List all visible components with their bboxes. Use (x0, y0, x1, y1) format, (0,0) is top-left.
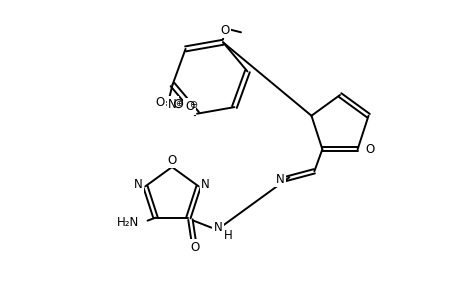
Text: N: N (213, 221, 222, 234)
Text: H: H (224, 229, 232, 242)
Text: O: O (185, 100, 194, 113)
Text: N: N (275, 173, 284, 186)
Text: N: N (168, 98, 177, 111)
Text: O: O (167, 154, 176, 166)
Text: H₂N: H₂N (117, 216, 139, 229)
Text: ⊖: ⊖ (189, 100, 197, 110)
Text: O: O (364, 143, 374, 156)
Text: N: N (134, 178, 142, 191)
Text: N: N (201, 178, 210, 191)
Text: ⊕: ⊕ (175, 99, 182, 108)
Text: O: O (190, 241, 200, 254)
Text: O: O (155, 96, 164, 109)
Text: O: O (220, 24, 229, 37)
